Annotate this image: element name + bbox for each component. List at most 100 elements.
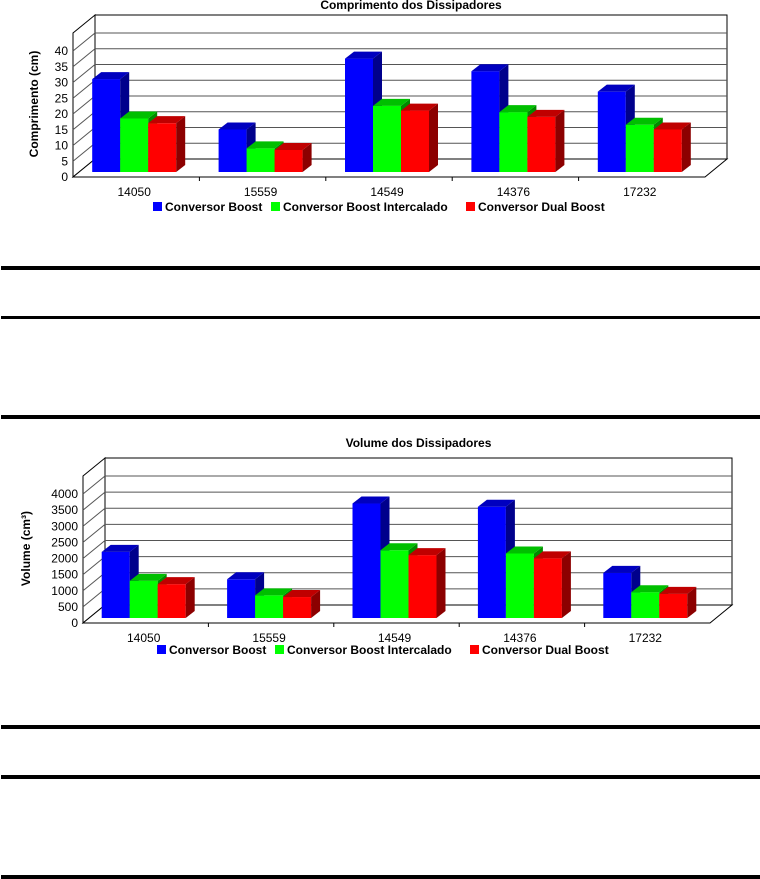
bar-top [527,109,565,117]
bar-conversor-dual-boost-14549 [408,548,446,618]
legend-label: Conversor Dual Boost [478,200,605,214]
legend-label: Conversor Boost [169,643,266,657]
bar-front [597,91,626,172]
bar-front [218,129,247,172]
y-tick-label: 1000 [51,584,78,598]
bar-conversor-dual-boost-14050 [157,577,195,618]
legend-label: Conversor Boost [165,200,262,214]
gridline-side [72,79,96,99]
legend-label: Conversor Dual Boost [482,643,609,657]
bar-side [687,586,697,618]
bar-front [380,550,409,618]
bar-front [255,595,284,618]
bar-top [246,141,284,149]
y-tick-label: 5 [61,154,68,168]
bar-top [625,117,663,125]
bar-top [274,142,312,150]
legend-swatch [157,645,166,654]
bar-conversor-dual-boost-14050 [148,116,186,172]
gridline-side [82,572,106,592]
bar-top [408,548,446,556]
bar-top [653,122,691,130]
bar-front [120,118,149,172]
y-tick-label: 3500 [51,503,78,517]
bar-front [653,129,682,172]
bar-top [401,103,438,111]
bar-front [659,593,688,618]
y-tick-label: 3000 [51,519,78,533]
y-tick-label: 2500 [51,535,78,549]
x-tick-label: 15559 [252,631,286,645]
legend-swatch [470,645,479,654]
gridline-side [72,127,96,146]
x-tick-label: 14549 [378,631,412,645]
bar-top [471,64,509,72]
y-tick-label: 0 [61,170,68,184]
bar-conversor-dual-boost-14376 [527,109,565,172]
bar-top [631,585,669,593]
bar-side [176,116,186,172]
bar-top [352,496,390,504]
bar-top [533,551,571,559]
divider-line [1,875,760,879]
bar-side [436,548,446,618]
bar-conversor-dual-boost-14376 [533,551,571,618]
gridline-side [82,475,106,495]
bar-side [185,577,195,618]
y-tick-label: 2000 [51,552,78,566]
bar-top [120,111,158,119]
x-tick-label: 14050 [118,185,152,199]
volume-chart: Volume dos Dissipadores 0 500 1000 1500 2000 2… [19,436,734,657]
legend-label: Conversor Boost Intercalado [287,643,452,657]
chart-title: Volume dos Dissipadores [346,436,492,450]
bar-top [345,51,382,59]
bar-front [157,584,186,618]
y-tick-label: 15 [55,123,69,137]
length-chart: Comprimento dos Dissipadores051015202530… [27,0,729,214]
bar-side [681,122,691,172]
gridline-side [82,491,106,511]
bar-top [659,586,697,594]
y-tick-label: 4000 [51,487,78,501]
bar-top [129,573,167,581]
y-tick-label: 20 [55,107,69,121]
bar-conversor-dual-boost-15559 [274,142,312,172]
bar-front [408,555,437,618]
gridline-side [72,142,96,162]
gridline-side [72,32,96,52]
bar-front [345,58,373,172]
bar-front [625,124,654,172]
bar-front [631,592,660,618]
x-tick-label: 14549 [370,185,404,199]
bar-side [555,109,565,172]
gridline-side [72,48,96,68]
bar-front [352,503,381,618]
divider-line [1,316,760,319]
chart-title: Comprimento dos Dissipadores [320,0,502,12]
x-tick-label: 14376 [503,631,537,645]
divider-line [1,266,760,270]
bar-front [477,506,506,618]
divider-line [1,415,760,419]
y-axis-title: Comprimento (cm) [27,51,41,158]
y-tick-label: 40 [55,44,69,58]
bar-side [311,590,321,618]
bar-conversor-dual-boost-15559 [283,590,321,618]
bar-front [246,148,275,172]
bar-conversor-dual-boost-14549 [401,103,438,172]
y-axis-title: Volume (cm³) [19,511,33,586]
bar-front [373,105,401,172]
bar-front [129,580,158,618]
bar-top [603,565,641,573]
x-tick-label: 17232 [629,631,663,645]
y-tick-label: 25 [55,91,69,105]
x-tick-label: 14050 [127,631,161,645]
bar-front [227,579,256,618]
bar-side [561,551,571,618]
legend-swatch [153,202,162,211]
legend-swatch [271,202,280,211]
bar-top [227,572,265,580]
legend-label: Conversor Boost Intercalado [283,200,448,214]
x-tick-label: 14376 [497,185,531,199]
bar-top [157,577,195,585]
